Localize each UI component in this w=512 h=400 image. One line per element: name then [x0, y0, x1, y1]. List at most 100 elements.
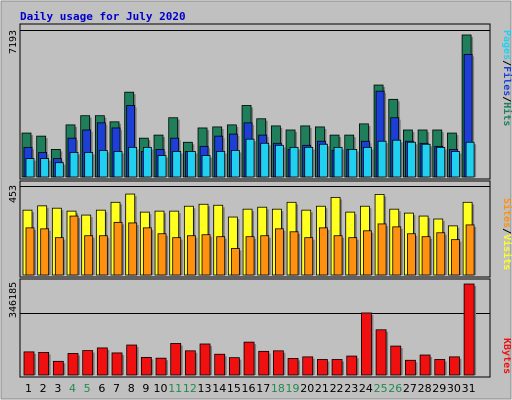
day-label-29: 29 [432, 382, 446, 395]
kbytes-bar-day-30 [449, 356, 460, 376]
day-label-5: 5 [84, 382, 91, 395]
kbytes-bar-day-19 [287, 358, 299, 376]
day-label-23: 23 [344, 382, 358, 395]
sites-bar-day-9 [142, 227, 152, 276]
kbytes-bar-day-31 [463, 283, 475, 376]
sites-bar-day-29 [436, 232, 446, 276]
pages-bar-day-7 [113, 151, 123, 178]
day-label-12: 12 [183, 382, 197, 395]
top-bars [21, 34, 477, 178]
sites-bar-day-12 [186, 235, 196, 276]
day-label-26: 26 [388, 382, 402, 395]
top-legend: Pages/Files/Hits [501, 30, 512, 126]
kbytes-bar-day-13 [199, 343, 211, 376]
sites-bar-day-2 [40, 228, 50, 276]
middle-panel: 453 Sites/Visits [8, 180, 512, 278]
kbytes-bar-day-18 [272, 350, 284, 376]
legend-kbytes: KBytes [501, 338, 512, 374]
pages-bar-day-2 [40, 158, 50, 178]
sites-bar-day-6 [98, 235, 108, 276]
kbytes-bar-day-17 [258, 350, 270, 376]
middle-bars [22, 193, 477, 276]
kbytes-bar-day-12 [184, 350, 196, 376]
legend-visits: Visits [501, 234, 512, 270]
kbytes-bar-day-23 [346, 355, 358, 376]
sites-bar-day-20 [304, 237, 314, 276]
pages-bar-day-25 [377, 140, 387, 178]
sites-bar-day-19 [289, 231, 299, 276]
kbytes-bar-day-27 [405, 359, 416, 376]
day-label-1: 1 [25, 382, 32, 395]
pages-bar-day-24 [363, 146, 372, 178]
bottom-legend: KBytes [501, 338, 512, 374]
kbytes-bar-day-28 [419, 354, 431, 376]
pages-bar-day-22 [333, 146, 343, 178]
kbytes-bar-day-20 [302, 356, 314, 376]
pages-bar-day-31 [465, 141, 475, 178]
sites-bar-day-28 [421, 236, 431, 276]
kbytes-bar-day-10 [155, 357, 167, 376]
day-label-25: 25 [374, 382, 388, 395]
kbytes-bar-day-4 [67, 353, 79, 376]
sites-bar-day-23 [348, 237, 358, 276]
pages-bar-day-12 [186, 151, 196, 178]
legend-sep-2: / [501, 96, 512, 102]
pages-bar-day-29 [436, 146, 446, 178]
day-label-30: 30 [447, 382, 461, 395]
day-label-28: 28 [418, 382, 432, 395]
pages-bar-day-8 [128, 146, 138, 178]
pages-bar-day-16 [245, 138, 255, 178]
kbytes-bar-day-24 [361, 312, 372, 376]
sites-bar-day-14 [216, 236, 226, 276]
pages-bar-day-1 [25, 158, 35, 178]
sites-bar-day-25 [377, 223, 387, 276]
top-max-label: 7193 [8, 30, 19, 54]
day-label-10: 10 [154, 382, 168, 395]
kbytes-bar-day-29 [434, 359, 446, 376]
bottom-panel: 346185 KBytes [8, 278, 512, 378]
kbytes-bar-day-11 [170, 343, 182, 376]
sites-bar-day-15 [230, 248, 240, 276]
kbytes-bar-day-21 [316, 359, 328, 376]
kbytes-bar-day-7 [111, 352, 123, 376]
sites-bar-day-7 [113, 221, 123, 276]
kbytes-bar-day-22 [331, 359, 343, 376]
middle-max-label: 453 [8, 185, 19, 203]
sites-bar-day-13 [201, 234, 211, 276]
pages-bar-day-15 [230, 150, 240, 178]
kbytes-bar-day-6 [96, 347, 108, 376]
sites-bar-day-21 [318, 227, 328, 276]
day-label-22: 22 [330, 382, 344, 395]
day-label-14: 14 [212, 382, 226, 395]
sites-bar-day-11 [172, 237, 182, 276]
day-label-6: 6 [98, 382, 105, 395]
legend-sites: Sites [501, 198, 512, 228]
day-label-31: 31 [462, 382, 476, 395]
sites-bar-day-8 [128, 222, 138, 276]
sites-bar-day-30 [451, 239, 460, 276]
kbytes-bar-day-15 [228, 357, 240, 376]
kbytes-bar-day-9 [140, 356, 152, 376]
pages-bar-day-9 [142, 146, 152, 178]
day-label-8: 8 [128, 382, 135, 395]
pages-bar-day-23 [348, 149, 358, 178]
sites-bar-day-31 [465, 224, 475, 276]
day-label-7: 7 [113, 382, 120, 395]
pages-bar-day-10 [157, 155, 167, 178]
day-label-11: 11 [168, 382, 182, 395]
kbytes-bar-day-25 [375, 329, 387, 376]
sites-bar-day-16 [245, 236, 255, 276]
sites-bar-day-1 [25, 227, 35, 276]
day-label-27: 27 [403, 382, 417, 395]
day-label-19: 19 [286, 382, 300, 395]
pages-bar-day-20 [304, 146, 314, 178]
pages-bar-day-28 [421, 143, 431, 178]
kbytes-bar-day-8 [126, 344, 138, 376]
day-label-16: 16 [242, 382, 256, 395]
day-label-20: 20 [300, 382, 314, 395]
day-label-21: 21 [315, 382, 329, 395]
day-label-18: 18 [271, 382, 285, 395]
day-label-15: 15 [227, 382, 241, 395]
pages-bar-day-11 [172, 151, 182, 178]
